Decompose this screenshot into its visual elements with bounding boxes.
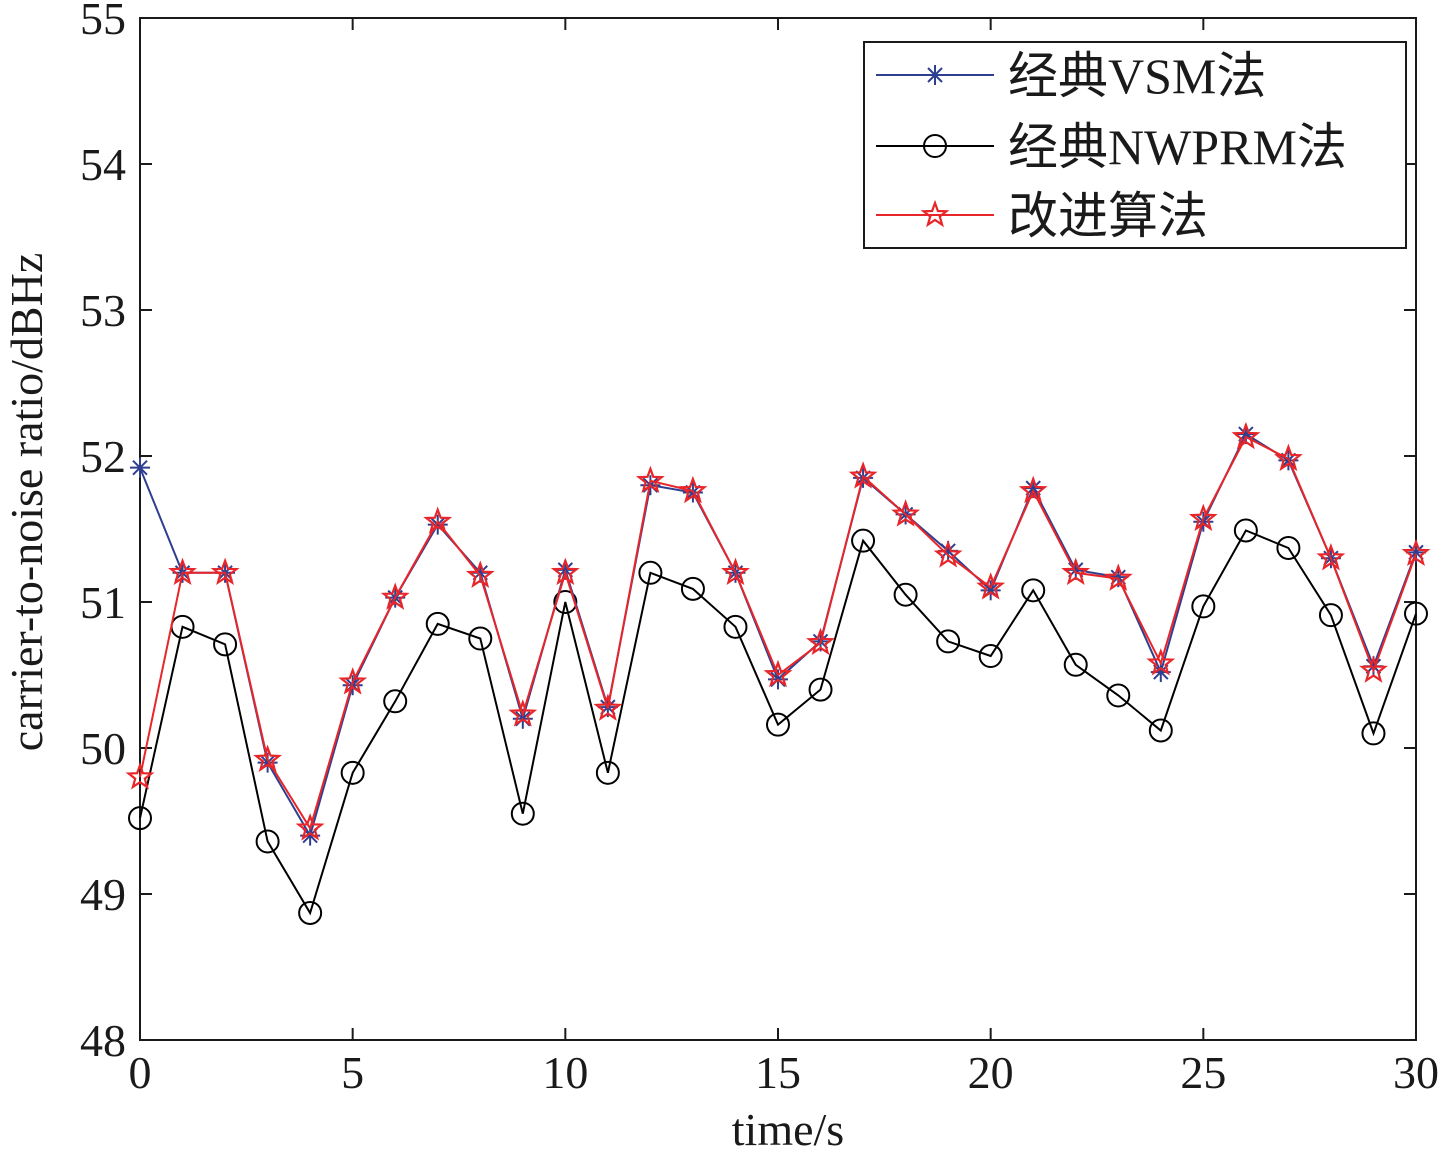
data-point <box>1404 601 1428 626</box>
data-point <box>168 557 197 586</box>
y-tick-label: 48 <box>80 1015 126 1066</box>
data-point <box>1188 503 1218 532</box>
data-point <box>976 572 1006 600</box>
data-point <box>295 813 325 841</box>
data-point <box>423 506 453 534</box>
data-point <box>808 677 833 702</box>
data-point <box>593 693 623 721</box>
y-tick-label: 50 <box>80 723 126 774</box>
x-tick-label: 10 <box>542 1047 588 1098</box>
x-tick-label: 0 <box>129 1047 152 1098</box>
data-point <box>766 712 790 737</box>
data-point <box>213 632 238 657</box>
data-point <box>380 582 410 610</box>
data-point <box>253 744 282 772</box>
data-point <box>891 499 921 527</box>
data-point <box>723 614 748 639</box>
data-point <box>338 667 368 695</box>
data-point <box>893 582 918 607</box>
legend-marker <box>925 65 945 85</box>
data-point <box>1316 543 1346 571</box>
data-point <box>1361 721 1386 746</box>
data-point <box>1146 648 1176 676</box>
data-point <box>636 465 665 494</box>
data-point <box>1106 683 1131 708</box>
x-tick-label: 25 <box>1180 1047 1226 1098</box>
data-point <box>595 760 620 785</box>
y-tick-label: 52 <box>80 431 126 482</box>
data-point <box>721 557 750 586</box>
legend-label: 经典NWPRM法 <box>1008 119 1347 175</box>
y-tick-label: 55 <box>80 0 126 44</box>
series-circle <box>128 518 1428 925</box>
data-point <box>383 689 408 714</box>
data-point <box>125 761 155 790</box>
data-point <box>806 627 835 656</box>
data-point <box>763 659 793 688</box>
axes-layer: 0 5 10 15 20 25 30 48 49 50 51 52 53 54 55 <box>80 0 1439 1098</box>
data-point <box>1318 603 1343 628</box>
data-point <box>1063 652 1088 677</box>
data-point <box>678 475 708 504</box>
data-point <box>1103 563 1133 591</box>
y-tick-label: 53 <box>80 285 126 336</box>
data-point <box>1191 594 1216 619</box>
x-tick-label: 20 <box>968 1047 1014 1098</box>
legend-marker <box>923 134 947 158</box>
data-point <box>128 806 152 831</box>
data-point <box>848 461 878 489</box>
data-point <box>1018 475 1048 504</box>
y-tick-label: 49 <box>80 869 126 920</box>
legend-label: 经典VSM法 <box>1008 48 1266 104</box>
series-layer <box>125 421 1431 925</box>
y-tick-label: 54 <box>80 139 126 190</box>
data-point <box>936 629 961 654</box>
data-point <box>1148 718 1173 743</box>
x-axis-label: time/s <box>732 1104 844 1147</box>
data-point <box>851 528 876 553</box>
legend-marker <box>920 199 950 228</box>
data-point <box>210 557 240 586</box>
data-point <box>1233 518 1258 543</box>
data-point <box>465 560 495 588</box>
data-point <box>978 644 1003 669</box>
series-line <box>139 529 1417 916</box>
data-point <box>298 900 323 925</box>
data-point <box>1021 578 1046 603</box>
x-tick-label: 15 <box>755 1047 801 1098</box>
y-axis-label: carrier-to-noise ratio/dBHz <box>1 253 52 751</box>
data-point <box>1274 443 1303 472</box>
data-point <box>1231 421 1261 450</box>
data-point <box>933 540 963 568</box>
series-star <box>125 421 1431 841</box>
data-point <box>340 760 365 785</box>
series-line <box>139 432 1417 839</box>
data-point <box>680 576 705 601</box>
data-point <box>1359 655 1388 683</box>
data-point <box>425 611 450 636</box>
data-point <box>550 557 580 586</box>
legend-label: 改进算法 <box>1008 188 1208 244</box>
series-line <box>139 435 1417 831</box>
data-point <box>508 699 538 727</box>
data-point <box>553 590 578 614</box>
x-tick-label: 5 <box>341 1047 364 1098</box>
x-tick-label: 30 <box>1393 1047 1439 1098</box>
data-point <box>255 829 280 854</box>
data-point <box>130 457 150 478</box>
data-point <box>1276 535 1301 560</box>
data-point <box>638 560 663 585</box>
data-point <box>1061 557 1091 586</box>
data-point <box>468 626 493 651</box>
y-tick-label: 51 <box>80 577 126 628</box>
data-point <box>1401 538 1431 567</box>
data-point <box>510 801 535 826</box>
